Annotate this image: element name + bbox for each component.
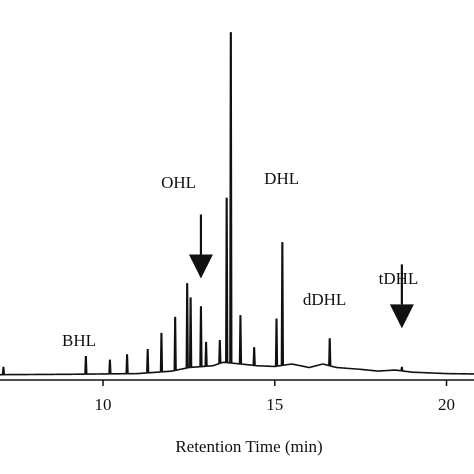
x-tick-label: 20	[438, 395, 455, 414]
label-ohl: OHL	[161, 173, 196, 192]
x-tick-label: 10	[95, 395, 112, 414]
x-tick-label: 15	[266, 395, 283, 414]
label-tdhl: tDHL	[379, 269, 419, 288]
label-ddhl: dDHL	[303, 290, 346, 309]
x-axis-ticks: 10 15 20	[95, 380, 455, 414]
peak-annotations: BHL OHL DHL dDHL tDHL	[62, 169, 418, 350]
label-dhl: DHL	[264, 169, 299, 188]
label-bhl: BHL	[62, 331, 96, 350]
arrow-head-6	[389, 304, 414, 329]
x-axis-title: Retention Time (min)	[175, 437, 322, 456]
plot-area	[0, 32, 474, 376]
arrow-head-2	[188, 254, 213, 279]
